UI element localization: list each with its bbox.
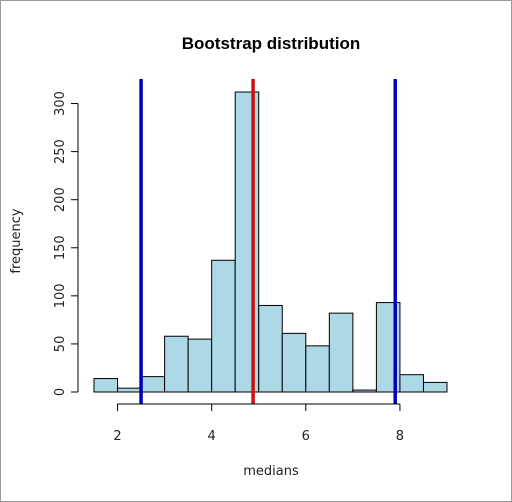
y-tick-label: 300: [53, 91, 68, 116]
x-tick-label: 6: [302, 429, 310, 444]
x-axis: 2 4 6 8: [113, 403, 404, 444]
histogram-bar: [328, 312, 354, 393]
y-tick-label: 100: [53, 283, 68, 308]
histogram-bar: [93, 378, 119, 393]
y-axis-label: frequency: [9, 208, 24, 274]
x-tick-label: 8: [396, 429, 404, 444]
histogram-bar: [258, 304, 283, 393]
histogram-bar: [187, 338, 213, 393]
histogram-bar: [211, 259, 236, 393]
y-tick-label: 200: [53, 187, 68, 212]
y-tick-label: 250: [53, 139, 68, 164]
x-tick-label: 2: [113, 429, 121, 444]
histogram-bar: [399, 374, 424, 393]
histogram-bar: [352, 389, 377, 393]
y-tick-label: 50: [53, 336, 68, 353]
chart-title: Bootstrap distribution: [182, 34, 360, 53]
histogram-bar: [140, 376, 166, 393]
histogram-bar: [117, 387, 142, 393]
x-tick-label: 4: [208, 429, 216, 444]
y-axis: 0 50 100 150 200 250 300: [53, 91, 79, 396]
y-tick-label: 150: [53, 235, 68, 260]
histogram-bar: [281, 332, 307, 393]
histogram-bar: [164, 335, 189, 393]
histogram-bar: [305, 345, 330, 393]
histogram-bar: [422, 381, 448, 393]
y-tick-label: 0: [53, 388, 68, 396]
histogram-bar: [234, 91, 260, 393]
reference-lines-group: [139, 79, 397, 404]
x-axis-label: medians: [243, 464, 299, 479]
